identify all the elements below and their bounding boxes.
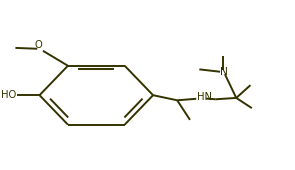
Text: N: N <box>220 67 228 77</box>
Text: O: O <box>35 40 42 50</box>
Text: HN: HN <box>197 92 212 102</box>
Text: HO: HO <box>1 90 16 100</box>
